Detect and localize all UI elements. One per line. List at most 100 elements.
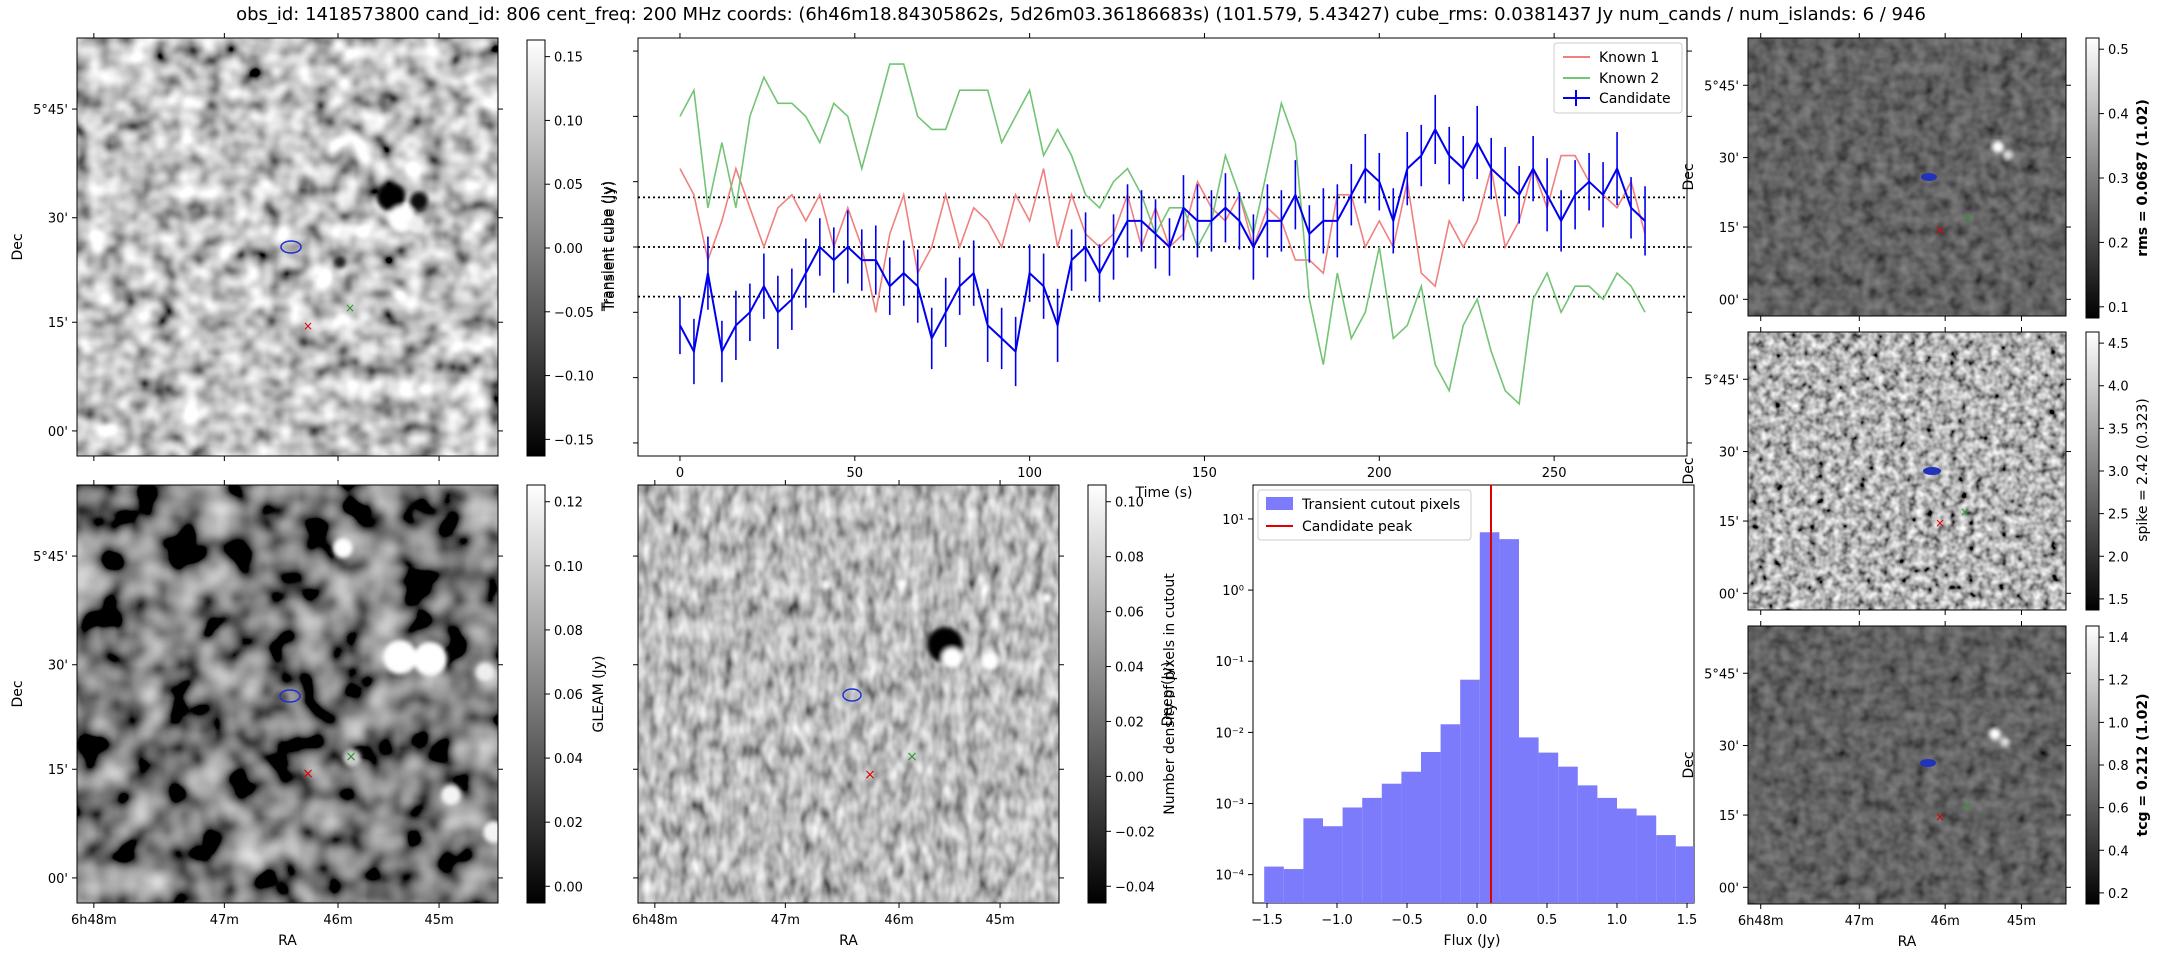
y-axis-label: Transient cube (Jy) [600, 181, 616, 312]
frame [1747, 625, 2067, 905]
colorbar-tick-label: 0.00 [554, 242, 583, 257]
histogram-bar [1695, 888, 1715, 903]
colorbar-tick-label: 0.3 [2108, 172, 2129, 187]
y-tick-label: 10⁻² [1215, 726, 1244, 741]
known-source-marker: × [345, 301, 355, 315]
histogram-bar [1362, 797, 1382, 903]
ra-tick-label: 47m [771, 913, 800, 928]
dec-axis-label: Dec [1681, 457, 1697, 484]
histogram-bar [1479, 532, 1500, 903]
series-line-known-2 [679, 63, 1646, 406]
colorbar-tick-label: −0.04 [1115, 880, 1155, 895]
y-tick-label: 10⁻³ [1215, 798, 1244, 813]
lightcurve-panel: 0 50 100 150 200 250 Transient cube (Jy) Time… [600, 33, 1692, 501]
histogram-bar [1323, 826, 1343, 903]
histogram-bar [1303, 818, 1323, 903]
histogram-bar [1421, 752, 1441, 903]
x-tick-label: 1.0 [1607, 913, 1628, 928]
ra-tick-label: 6h48m [632, 913, 678, 928]
x-tick-label: 100 [1017, 466, 1042, 481]
colorbar-tick-label: 0.2 [2108, 887, 2129, 902]
dec-tick-label: 30' [1719, 446, 1739, 461]
colorbar [1087, 484, 1107, 904]
candidate-marker: × [864, 767, 876, 783]
colorbar-tick-label: 4.0 [2108, 380, 2129, 395]
y-tick-label: 10⁻¹ [1215, 655, 1244, 670]
colorbar-tick-label: 0.8 [2108, 759, 2129, 774]
dec-tick-label: 00' [1719, 293, 1739, 308]
colorbar-tick-label: 0.15 [554, 51, 583, 66]
colorbar-label: GLEAM (Jy) [591, 656, 607, 733]
colorbar-tick-label: 0.02 [554, 816, 583, 831]
colorbar-tick-label: 0.02 [1115, 715, 1144, 730]
histogram-bar [1401, 771, 1421, 903]
legend: Known 1 Known 2 Candidate [1553, 42, 1683, 114]
series-line-candidate [679, 127, 1646, 355]
dec-tick-label: 30' [48, 659, 68, 674]
ra-axis-label: RA [1898, 934, 1917, 950]
dec-tick-label: 5°45' [33, 550, 68, 565]
x-tick-label: −1.5 [1251, 913, 1283, 928]
histogram-bar [1636, 815, 1657, 903]
x-tick-label: −1.0 [1321, 913, 1353, 928]
dec-tick-label: 15' [48, 316, 68, 331]
histogram-bar [1617, 808, 1637, 903]
colorbar-tick-label: 3.5 [2108, 422, 2129, 437]
histogram-bar [1519, 737, 1539, 903]
known-source-marker: × [1963, 211, 1973, 225]
colorbar [2085, 331, 2100, 611]
colorbar-label: Transient cube (Jy) [602, 181, 618, 312]
candidate-contour [842, 688, 862, 702]
colorbar-tick-label: 2.0 [2108, 550, 2129, 565]
legend: Transient cutout pixels Candidate peak [1257, 489, 1472, 541]
x-tick-label: 250 [1542, 466, 1567, 481]
spike-map-image [1748, 332, 2066, 610]
colorbar-label: spike = 2.42 (0.323) [2135, 398, 2151, 542]
colorbar-tick-label: 0.10 [1115, 496, 1144, 511]
gleam-cutout-panel: × × GLEAM (Jy) [76, 484, 607, 904]
y-axis-label: Number density of pixels in cutout [1162, 573, 1178, 815]
frame [637, 37, 1688, 457]
colorbar-tick-label: 2.5 [2108, 508, 2129, 523]
histogram-bar [1538, 752, 1559, 903]
x-tick-label: 200 [1367, 466, 1392, 481]
histogram-bar [1440, 724, 1461, 903]
transient-cutout-panel: × × Transient cube (Jy) [76, 37, 618, 457]
candidate-contour [280, 240, 302, 254]
transient-cutout-image [77, 38, 498, 456]
colorbar-tick-label: 1.4 [2108, 631, 2129, 646]
colorbar-tick-label: 0.04 [1115, 661, 1144, 676]
legend-label-candidate: Candidate [1599, 91, 1671, 107]
colorbar-tick-label: 4.5 [2108, 337, 2129, 352]
legend-label-peak: Candidate peak [1302, 519, 1413, 535]
dec-axis-label: Dec [10, 680, 26, 707]
dec-tick-label: 5°45' [33, 103, 68, 118]
colorbar-tick-label: 0.06 [554, 688, 583, 703]
candidate-contour [279, 689, 301, 703]
ra-tick-label: 45m [424, 913, 453, 928]
histogram-bar [1381, 783, 1402, 903]
dec-tick-label: 5°45' [1704, 79, 1739, 94]
figure-title: obs_id: 1418573800 cand_id: 806 cent_fre… [236, 4, 1926, 25]
colorbar-tick-label: 3.0 [2108, 465, 2129, 480]
ra-tick-label: 47m [1845, 914, 1874, 929]
dec-tick-label: 00' [48, 872, 68, 887]
rms-map-image [1748, 38, 2066, 316]
candidate-marker: × [302, 766, 314, 782]
x-tick-label: 50 [847, 466, 864, 481]
x-axis-label: Time (s) [1135, 485, 1193, 501]
colorbar-tick-label: 0.00 [1115, 770, 1144, 785]
colorbar-tick-label: 0.08 [554, 624, 583, 639]
colorbar-tick-label: −0.02 [1115, 825, 1155, 840]
candidate-marker: × [1935, 810, 1945, 824]
colorbar-tick-label: −0.05 [554, 306, 594, 321]
ra-tick-label: 46m [1931, 914, 1960, 929]
x-tick-label: 0.5 [1537, 913, 1558, 928]
dec-tick-label: 15' [1719, 809, 1739, 824]
known-source-marker: × [1962, 799, 1972, 813]
dec-tick-label: 15' [1719, 515, 1739, 530]
y-tick-label: 10⁻⁴ [1215, 869, 1244, 884]
deep-cutout-image [638, 485, 1059, 903]
candidate-marker: × [1935, 223, 1945, 237]
x-tick-label: 0 [676, 466, 684, 481]
